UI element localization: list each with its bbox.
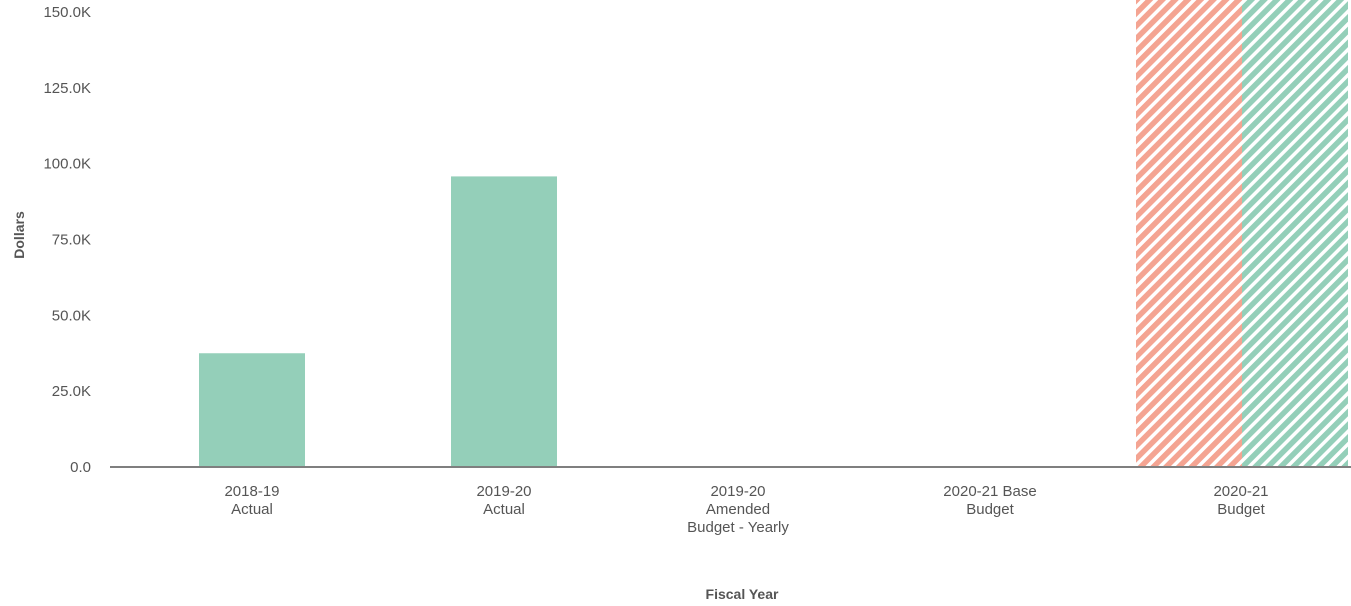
x-tick-label: 2019-20 Actual	[476, 483, 531, 518]
x-tick-label: 2020-21 Base Budget	[943, 483, 1036, 518]
x-tick-label: 2019-20 Amended Budget - Yearly	[687, 483, 789, 536]
x-tick-label: 2018-19 Actual	[224, 483, 279, 518]
y-tick-label: 50.0K	[52, 307, 91, 324]
bar-hatched-green[interactable]	[1242, 0, 1348, 467]
y-tick-label: 150.0K	[43, 4, 91, 21]
x-tick-label-line: Budget - Yearly	[687, 519, 789, 536]
x-tick-label-line: 2020-21	[1213, 483, 1268, 500]
x-axis-title: Fiscal Year	[706, 586, 779, 602]
bar-0[interactable]	[199, 353, 305, 467]
bar-1[interactable]	[451, 176, 557, 467]
x-tick-label-line: 2018-19	[224, 483, 279, 500]
x-tick-label-line: Actual	[483, 501, 525, 518]
x-tick-label-line: Actual	[231, 501, 273, 518]
x-tick-label-line: Budget	[1217, 501, 1265, 518]
x-tick-label-line: Amended	[706, 501, 770, 518]
bars-group	[199, 0, 1348, 467]
x-tick-label-line: 2019-20	[710, 483, 765, 500]
y-tick-label: 25.0K	[52, 383, 91, 400]
x-tick-label-line: Budget	[966, 501, 1014, 518]
y-tick-label: 125.0K	[43, 80, 91, 97]
y-tick-label: 100.0K	[43, 156, 91, 173]
y-tick-label: 0.0	[70, 459, 91, 476]
y-axis-ticks: 0.0 25.0K 50.0K 75.0K 100.0K 125.0K 150.0K	[43, 4, 91, 476]
y-tick-label: 75.0K	[52, 232, 91, 249]
x-tick-label: 2020-21 Budget	[1213, 483, 1268, 518]
y-axis-title: Dollars	[11, 211, 27, 259]
x-tick-label-line: 2020-21 Base	[943, 483, 1036, 500]
bar-hatched-red[interactable]	[1136, 0, 1242, 467]
x-tick-label-line: 2019-20	[476, 483, 531, 500]
